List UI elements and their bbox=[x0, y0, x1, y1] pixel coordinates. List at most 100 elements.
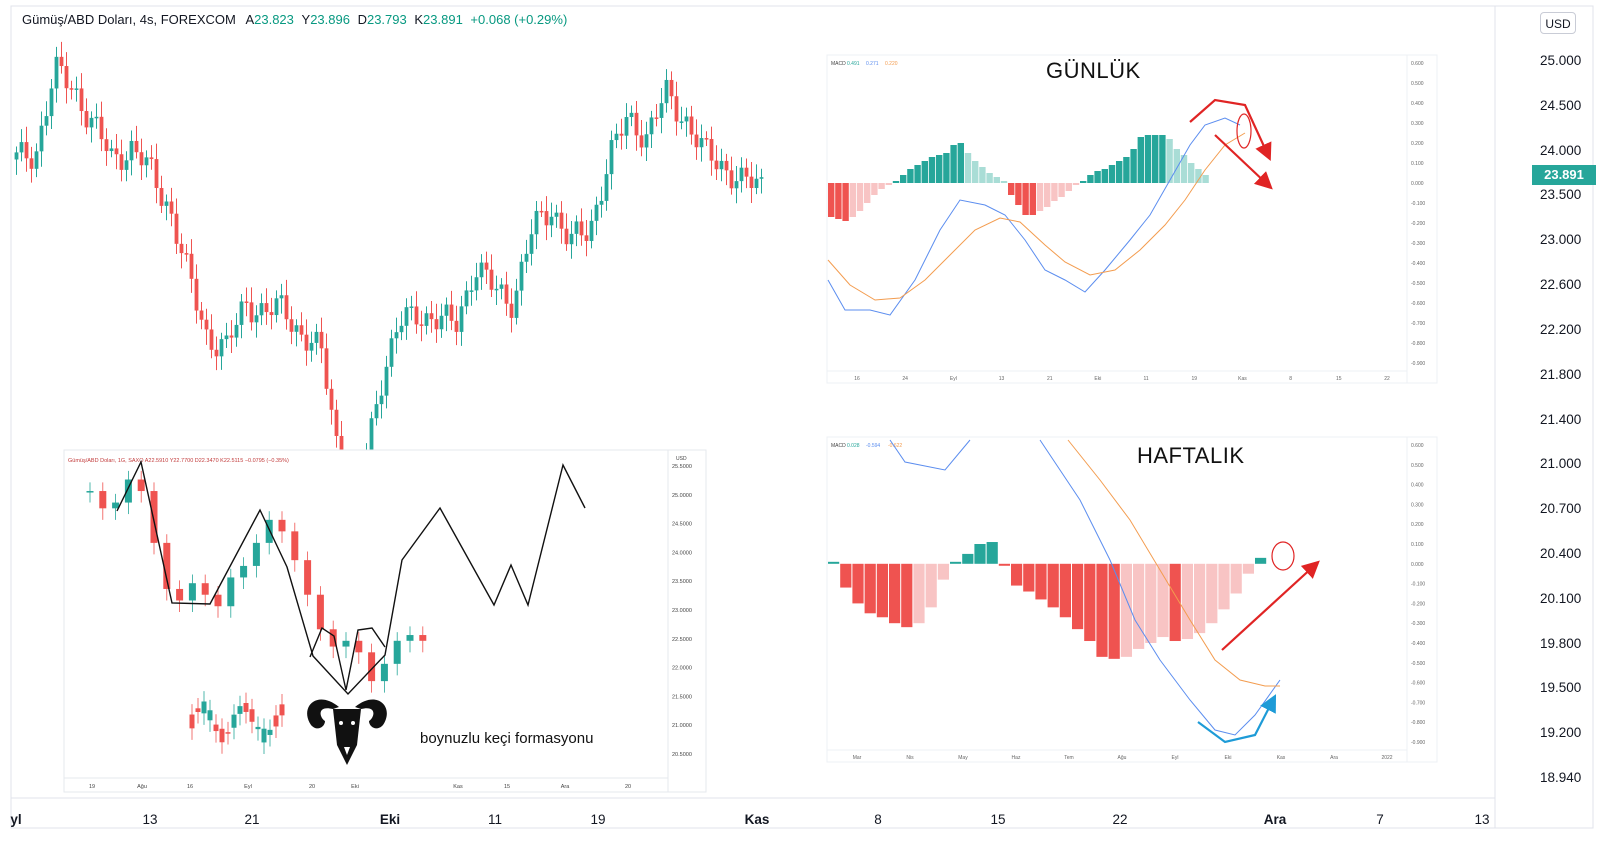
main-candle bbox=[659, 103, 664, 118]
main-candle bbox=[144, 157, 149, 166]
weekly-macd-line-a bbox=[889, 439, 971, 471]
price-axis-label: 19.800 bbox=[1540, 635, 1582, 651]
main-candle bbox=[624, 117, 629, 136]
pattern-horns-line bbox=[309, 626, 386, 691]
time-axis-label: 19 bbox=[590, 812, 606, 827]
inset-x-tick: 19 bbox=[89, 784, 95, 790]
main-candle bbox=[619, 133, 624, 136]
daily-panel-y-tick: -0.100 bbox=[1411, 201, 1425, 207]
price-axis-label: 19.500 bbox=[1540, 680, 1582, 696]
main-candle bbox=[574, 221, 579, 234]
main-candle bbox=[514, 290, 519, 318]
inset-y-tick: 21.0000 bbox=[672, 723, 692, 729]
main-candle bbox=[719, 160, 724, 170]
main-candle bbox=[449, 304, 454, 321]
weekly-hist-bar bbox=[925, 563, 937, 608]
daily-panel-x-tick: Eyl bbox=[950, 376, 957, 382]
main-candle bbox=[279, 295, 284, 299]
main-candle bbox=[129, 140, 134, 161]
daily-hist-bar bbox=[1029, 183, 1036, 215]
daily-panel-y-tick: 0.200 bbox=[1411, 141, 1424, 147]
low-value: 23.793 bbox=[366, 12, 407, 27]
daily-hist-bar bbox=[1195, 169, 1202, 183]
daily-hist-bar bbox=[878, 183, 885, 189]
main-candle bbox=[244, 301, 249, 303]
projection-candle bbox=[243, 702, 249, 712]
weekly-panel-x-tick: Nis bbox=[906, 755, 914, 761]
daily-hist-bar bbox=[921, 161, 928, 183]
weekly-panel-y-tick: 0.100 bbox=[1411, 542, 1424, 548]
main-candle bbox=[739, 167, 744, 182]
time-axis-label: 13 bbox=[142, 812, 158, 827]
price-axis-label: 22.200 bbox=[1540, 321, 1582, 337]
daily-panel-y-tick: 0.400 bbox=[1411, 101, 1424, 107]
weekly-panel-x-tick: May bbox=[958, 755, 968, 761]
main-candle bbox=[579, 221, 584, 236]
daily-hist-bar bbox=[1166, 139, 1173, 183]
main-candle bbox=[479, 262, 484, 278]
goat-icon bbox=[307, 699, 387, 765]
currency-button[interactable]: USD bbox=[1540, 12, 1576, 34]
main-candle bbox=[169, 201, 174, 214]
daily-hist-bar bbox=[1044, 183, 1051, 207]
weekly-hist-bar bbox=[1255, 557, 1267, 564]
main-candle bbox=[234, 324, 239, 338]
daily-panel-x-tick: 8 bbox=[1289, 376, 1292, 382]
projection-candle bbox=[219, 728, 225, 743]
weekly-hist-bar bbox=[974, 544, 986, 564]
inset-candle bbox=[316, 594, 324, 630]
projection-candle bbox=[213, 724, 219, 732]
main-candle bbox=[604, 174, 609, 201]
inset-header: Gümüş/ABD Doları, 1G, SAXO A22.5910 Y22.… bbox=[68, 458, 289, 464]
daily-hist-bar bbox=[871, 183, 878, 195]
main-candle bbox=[264, 303, 269, 313]
main-candle bbox=[124, 160, 129, 170]
daily-hist-bar bbox=[986, 173, 993, 183]
daily-panel-y-tick: 0.500 bbox=[1411, 81, 1424, 87]
high-label: Y bbox=[301, 12, 311, 27]
main-candle bbox=[64, 66, 69, 89]
daily-hist-bar bbox=[1202, 175, 1209, 183]
main-candle bbox=[369, 418, 374, 456]
inset-x-tick: Kas bbox=[453, 784, 463, 790]
weekly-hist-bar bbox=[864, 563, 876, 614]
weekly-hist-bar bbox=[1084, 563, 1096, 642]
inset-candle bbox=[112, 502, 120, 509]
main-candle bbox=[14, 152, 19, 160]
inset-candle bbox=[124, 479, 132, 503]
pattern-caption: boynuzlu keçi formasyonu bbox=[420, 730, 594, 747]
main-candle bbox=[589, 220, 594, 241]
main-candle bbox=[499, 284, 504, 289]
price-axis-label: 22.600 bbox=[1540, 277, 1582, 293]
main-candle bbox=[179, 243, 184, 254]
main-candle bbox=[39, 125, 44, 152]
inset-candle bbox=[342, 640, 350, 647]
daily-panel-y-tick: 0.100 bbox=[1411, 161, 1424, 167]
daily-hist-bar bbox=[842, 183, 849, 221]
daily-hist-bar bbox=[1094, 171, 1101, 183]
projection-candle bbox=[255, 726, 261, 730]
price-axis-label: 21.400 bbox=[1540, 411, 1582, 427]
weekly-panel-x-tick: Mar bbox=[853, 755, 862, 761]
weekly-panel-legend-item: -0.622 bbox=[888, 443, 902, 449]
main-candle bbox=[164, 201, 169, 206]
time-axis-label: 8 bbox=[874, 812, 882, 827]
main-candle bbox=[379, 395, 384, 405]
weekly-panel-y-tick: -0.200 bbox=[1411, 601, 1425, 607]
weekly-hist-bar bbox=[1047, 563, 1059, 608]
daily-hist-bar bbox=[907, 169, 914, 183]
daily-panel-x-tick: Kas bbox=[1238, 376, 1247, 382]
main-candle bbox=[714, 160, 719, 170]
time-axis-label: Kas bbox=[744, 812, 770, 827]
daily-panel-y-tick: 0.300 bbox=[1411, 121, 1424, 127]
symbol-header: Gümüş/ABD Doları, 4s, FOREXCOM A23.823 Y… bbox=[22, 12, 567, 27]
daily-panel-y-tick: -0.800 bbox=[1411, 341, 1425, 347]
daily-panel-x-tick: 21 bbox=[1047, 376, 1053, 382]
main-candle bbox=[669, 79, 674, 97]
inset-candle bbox=[329, 629, 337, 647]
main-candle bbox=[299, 325, 304, 335]
time-axis-label: 13 bbox=[1474, 812, 1490, 827]
weekly-panel-legend-item: -0.594 bbox=[866, 443, 880, 449]
daily-panel-y-tick: 0.000 bbox=[1411, 181, 1424, 187]
